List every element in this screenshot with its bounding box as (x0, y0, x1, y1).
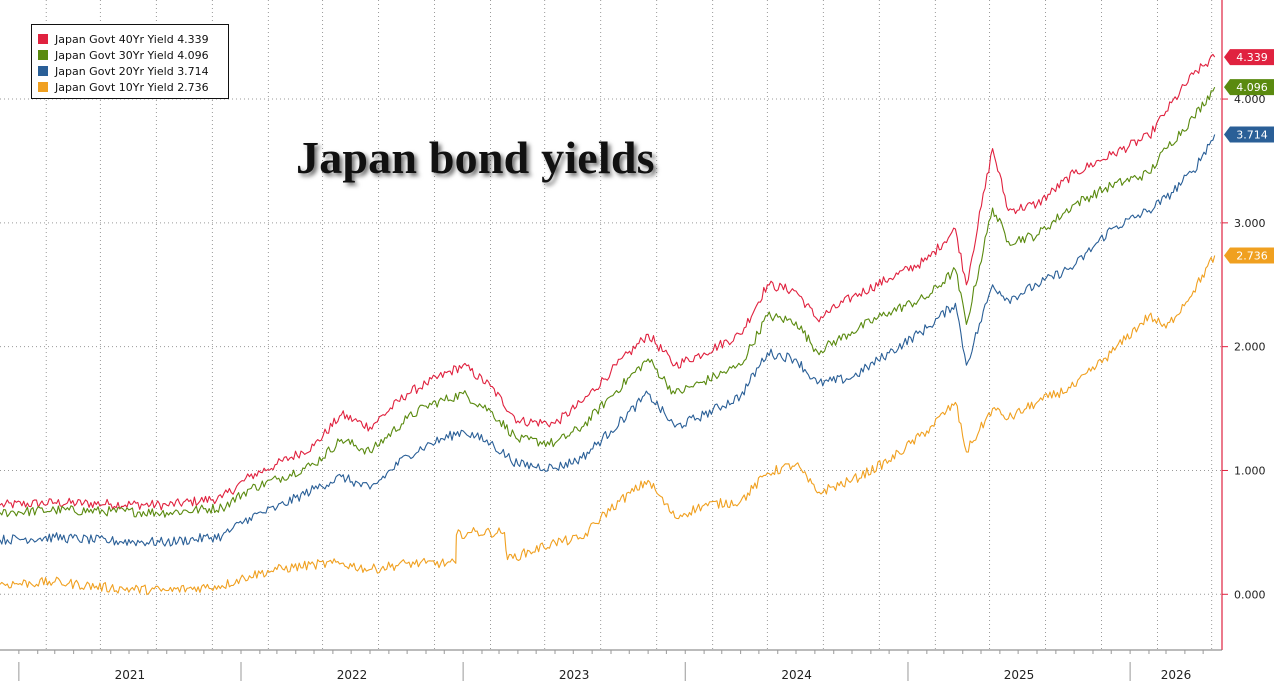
legend-swatch-30yr (38, 50, 48, 60)
grid-lines (0, 0, 1222, 650)
y-tick-label: 1.000 (1234, 464, 1266, 477)
y-tick-label: 2.000 (1234, 341, 1266, 354)
legend-label-10yr: Japan Govt 10Yr Yield (55, 80, 174, 94)
legend: Japan Govt 40Yr Yield 4.339 Japan Govt 3… (31, 24, 229, 99)
x-axis: 2021 2022 2023 2024 2025 2026 (0, 649, 1222, 681)
last-value-tag-2: 3.714 (1224, 126, 1274, 143)
legend-swatch-10yr (38, 82, 48, 92)
legend-label-30yr: Japan Govt 30Yr Yield (55, 48, 174, 62)
legend-swatch-40yr (38, 34, 48, 44)
y-tick-label: 4.000 (1234, 93, 1266, 106)
last-value-tag-bg (1224, 49, 1274, 66)
series-line-2 (0, 134, 1216, 547)
series-line-0 (0, 53, 1216, 511)
y-tick-label: 0.000 (1234, 588, 1266, 601)
chart-title: Japan bond yields (296, 132, 655, 183)
x-tick-label: 2023 (559, 668, 590, 681)
series-line-1 (0, 86, 1216, 518)
y-axis: 0.000 1.000 2.000 3.000 4.000 (1221, 0, 1266, 650)
legend-item-20yr: Japan Govt 20Yr Yield 3.714 (38, 63, 222, 79)
x-tick-label: 2024 (781, 668, 812, 681)
series-line-3 (0, 255, 1216, 596)
y-tick-label: 3.000 (1234, 217, 1266, 230)
last-value-tag-1: 4.096 (1224, 79, 1274, 96)
last-value-label: 3.714 (1236, 128, 1268, 141)
last-value-tag-bg (1224, 126, 1274, 143)
legend-item-30yr: Japan Govt 30Yr Yield 4.096 (38, 47, 222, 63)
last-value-tag-bg (1224, 79, 1274, 96)
legend-label-40yr: Japan Govt 40Yr Yield (55, 32, 174, 46)
legend-value-10yr: 2.736 (177, 80, 209, 94)
last-value-label: 2.736 (1236, 250, 1268, 263)
legend-value-20yr: 3.714 (177, 64, 209, 78)
x-tick-label: 2026 (1161, 668, 1192, 681)
last-value-tag-0: 4.339 (1224, 49, 1274, 66)
legend-label-20yr: Japan Govt 20Yr Yield (55, 64, 174, 78)
last-value-label: 4.096 (1236, 81, 1268, 94)
legend-value-30yr: 4.096 (177, 48, 209, 62)
series-layer (0, 53, 1216, 596)
last-value-label: 4.339 (1236, 51, 1268, 64)
last-value-tag-bg (1224, 247, 1274, 264)
last-value-tag-3: 2.736 (1224, 247, 1274, 264)
legend-value-40yr: 4.339 (177, 32, 209, 46)
x-tick-label: 2022 (337, 668, 368, 681)
last-value-labels: 4.339 4.096 3.714 2.736 (1224, 49, 1274, 264)
x-tick-label: 2025 (1004, 668, 1035, 681)
x-tick-label: 2021 (115, 668, 146, 681)
legend-item-10yr: Japan Govt 10Yr Yield 2.736 (38, 79, 222, 95)
legend-item-40yr: Japan Govt 40Yr Yield 4.339 (38, 31, 222, 47)
legend-swatch-20yr (38, 66, 48, 76)
